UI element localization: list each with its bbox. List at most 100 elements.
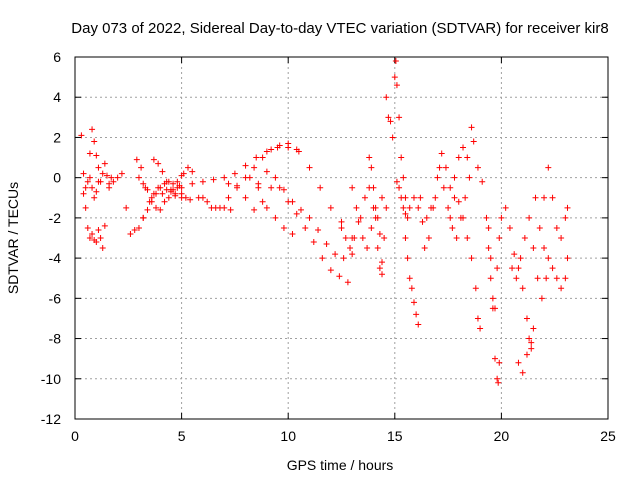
data-point [402,235,409,241]
data-point [464,235,471,241]
y-tick-label: -2 [49,210,62,226]
data-point [95,178,102,185]
data-point [396,184,403,191]
data-point [86,150,93,157]
data-point [398,154,405,161]
data-point [381,235,388,241]
data-point [155,160,162,167]
data-point [558,235,565,241]
data-point [80,170,87,177]
y-tick-label: 0 [53,170,61,186]
series-x [485,224,503,386]
data-point [368,164,375,171]
data-point [225,194,232,201]
data-point [430,204,437,211]
data-point [489,295,496,302]
data-point [242,194,249,201]
data-point [131,226,138,233]
data-point [379,194,386,201]
series-o [338,204,386,266]
data-point [344,279,351,286]
data-point [327,204,334,211]
data-point [315,226,322,233]
data-point [523,351,530,358]
data-point [199,178,206,185]
data-point [460,144,467,151]
data-point [82,184,89,191]
data-point [485,245,492,252]
data-point [506,224,513,231]
data-point [361,194,368,201]
data-point [86,235,93,241]
data-point [366,154,373,161]
data-point [178,184,185,191]
data-point [332,251,339,258]
data-point [370,184,377,191]
data-point [280,224,287,231]
data-point [543,275,550,282]
data-point [108,174,115,181]
data-point [495,379,502,386]
data-point [372,214,379,221]
data-point [93,239,100,246]
data-point [144,186,151,193]
data-point [135,224,142,231]
data-point [234,184,241,191]
data-point [84,224,91,231]
data-point [84,178,91,185]
data-point [389,134,396,141]
data-point [353,204,360,211]
data-point [370,204,377,211]
data-point [374,245,381,252]
series-d [106,170,147,237]
data-point [306,214,313,221]
data-point [80,190,87,197]
data-point [93,152,100,159]
y-tick-label: 4 [53,89,61,105]
series-s [396,184,422,328]
data-point [263,148,270,155]
data-point [293,210,300,217]
data-point [528,339,535,346]
axis-ticks: 0 5 10 15 20 25 -12 -10 -8 -6 -4 -2 0 2 4 6 [41,49,616,444]
data-point [406,204,413,211]
data-point [153,190,160,197]
data-point [417,194,424,201]
data-point [498,214,505,221]
data-point [231,170,238,177]
series-aa [532,164,571,241]
data-point [180,170,187,177]
data-point [485,224,492,231]
data-point [398,194,405,201]
data-point [189,168,196,175]
data-point [534,275,541,282]
data-point [455,198,462,205]
data-point [432,194,439,201]
data-point [150,156,157,163]
data-point [140,180,147,187]
y-tick-label: 6 [53,49,61,65]
data-point [436,164,443,171]
data-point [349,184,356,191]
data-point [338,218,345,225]
data-point [477,325,484,332]
data-point [91,138,98,145]
data-point [562,275,569,282]
data-point [157,206,164,213]
series-l [199,184,351,286]
data-point [357,214,364,221]
data-point [340,255,347,262]
data-point [474,164,481,171]
data-point [310,239,317,246]
data-point [466,174,473,181]
series-h [150,156,196,197]
y-tick-label: -10 [41,371,61,387]
data-point [189,180,196,187]
data-point [133,156,140,163]
data-point [468,124,475,131]
data-point [530,325,537,332]
data-point [413,311,420,318]
data-points [78,58,571,386]
data-point [225,180,232,187]
